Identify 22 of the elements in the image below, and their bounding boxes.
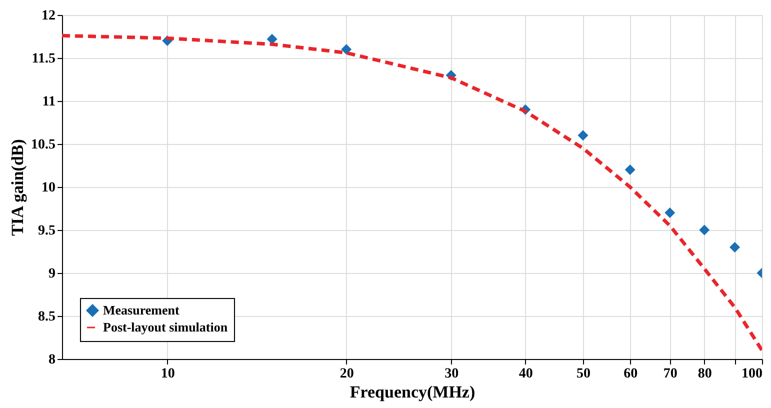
y-tick-label: 12 bbox=[42, 8, 56, 24]
x-tick-label: 40 bbox=[518, 366, 533, 382]
y-tick-label: 9 bbox=[48, 266, 56, 282]
y-axis-title: TIA gain(dB) bbox=[8, 139, 27, 236]
x-axis-title: Frequency(MHz) bbox=[350, 382, 476, 402]
x-tick-label: 70 bbox=[663, 366, 678, 382]
legend-label: Measurement bbox=[103, 302, 180, 318]
y-tick-label: 11.5 bbox=[32, 52, 56, 66]
x-tick-label: 30 bbox=[444, 366, 459, 382]
x-tick-label: 20 bbox=[340, 366, 354, 382]
x-tick-label: 10 bbox=[160, 366, 175, 382]
x-tick-label: 100 bbox=[742, 366, 762, 382]
y-tick-label: 10.5 bbox=[31, 138, 56, 152]
legend-label: Post-layout simulation bbox=[103, 320, 228, 334]
x-tick-label: 80 bbox=[698, 366, 712, 382]
x-tick-label: 50 bbox=[576, 366, 590, 382]
y-tick-label: 10 bbox=[42, 180, 56, 196]
x-tick-label: 60 bbox=[624, 366, 638, 382]
y-tick-label: 9.5 bbox=[38, 224, 56, 238]
y-tick-label: 11 bbox=[42, 94, 56, 110]
y-tick-label: 8 bbox=[48, 352, 56, 368]
y-tick-label: 8.5 bbox=[38, 310, 56, 324]
